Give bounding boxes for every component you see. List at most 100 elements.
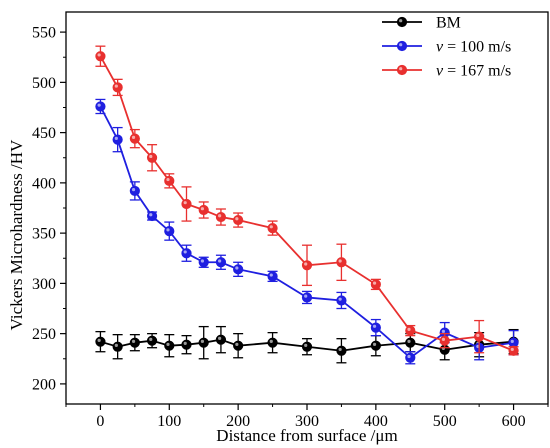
- data-point: [95, 101, 106, 112]
- point-highlight: [218, 259, 222, 263]
- data-point: [181, 339, 192, 350]
- data-point: [405, 352, 416, 363]
- series-1: [95, 98, 519, 365]
- legend-marker-highlight: [399, 19, 403, 23]
- point-highlight: [441, 337, 446, 341]
- point-highlight: [235, 342, 239, 347]
- point-highlight: [149, 337, 153, 341]
- y-tick-label: 250: [32, 326, 56, 343]
- point-highlight: [235, 266, 239, 270]
- data-point: [267, 271, 278, 282]
- point-highlight: [200, 207, 205, 211]
- data-point: [181, 248, 192, 259]
- legend-marker-highlight: [399, 67, 403, 71]
- data-point: [181, 198, 192, 210]
- x-tick-label: 0: [96, 413, 104, 430]
- x-tick-label: 100: [157, 413, 181, 430]
- data-point: [164, 226, 175, 237]
- data-point: [215, 257, 227, 268]
- y-tick-label: 400: [32, 175, 56, 192]
- data-point: [129, 337, 140, 348]
- data-point: [267, 223, 278, 234]
- chart-axes: 0 100 200 300 400 500 600 200 250 300 350 400 450 500…: [32, 11, 549, 430]
- point-highlight: [131, 339, 136, 343]
- point-highlight: [149, 154, 153, 159]
- x-tick-label: 600: [502, 413, 526, 430]
- series-line: [99, 55, 514, 352]
- point-highlight: [131, 188, 136, 192]
- point-highlight: [476, 333, 480, 337]
- data-point: [508, 345, 519, 356]
- point-highlight: [269, 273, 273, 277]
- point-highlight: [510, 347, 514, 352]
- point-highlight: [372, 281, 377, 285]
- legend-marker-highlight: [399, 43, 403, 47]
- point-highlight: [114, 136, 118, 140]
- data-point: [370, 279, 381, 290]
- point-highlight: [183, 250, 187, 254]
- data-point: [336, 345, 347, 356]
- data-point: [129, 185, 140, 197]
- point-highlight: [510, 339, 514, 343]
- data-point: [112, 341, 123, 352]
- point-highlight: [269, 225, 273, 229]
- y-tick-label: 350: [32, 226, 56, 243]
- point-highlight: [218, 214, 222, 218]
- x-tick-label: 300: [295, 413, 319, 430]
- y-tick-label: 500: [32, 75, 56, 92]
- data-point: [215, 334, 227, 345]
- data-point: [215, 211, 227, 223]
- data-point: [112, 134, 123, 145]
- data-point: [405, 337, 416, 348]
- data-point: [301, 292, 313, 303]
- legend-item-0: BM: [382, 15, 461, 32]
- point-highlight: [407, 339, 411, 343]
- data-point: [233, 214, 244, 226]
- legend-label: BM: [436, 15, 461, 32]
- series-2: [95, 45, 519, 356]
- data-point: [474, 331, 485, 342]
- legend-marker: [396, 64, 408, 76]
- data-point: [336, 257, 347, 268]
- point-highlight: [200, 259, 205, 263]
- data-point: [301, 341, 313, 352]
- point-highlight: [407, 354, 411, 359]
- point-highlight: [304, 294, 308, 298]
- point-highlight: [407, 327, 411, 331]
- data-point: [146, 210, 158, 222]
- data-point: [146, 152, 158, 163]
- data-point: [198, 257, 209, 268]
- x-tick-label: 500: [433, 413, 457, 430]
- data-point: [112, 82, 123, 93]
- data-point: [301, 260, 313, 271]
- data-point: [198, 337, 209, 348]
- point-highlight: [372, 342, 377, 347]
- data-point: [267, 337, 278, 348]
- point-highlight: [218, 336, 222, 340]
- point-highlight: [235, 217, 239, 221]
- point-highlight: [338, 347, 342, 352]
- point-highlight: [338, 259, 342, 263]
- legend: BM v = 100 m/s v = 167 m/s: [382, 15, 511, 80]
- point-highlight: [97, 103, 101, 107]
- data-point: [129, 133, 140, 144]
- series-line: [99, 106, 514, 359]
- point-highlight: [97, 53, 101, 57]
- data-point: [95, 336, 106, 347]
- legend-label: v = 100 m/s: [436, 39, 511, 56]
- point-highlight: [441, 329, 446, 333]
- series-0: [95, 325, 519, 364]
- point-highlight: [183, 341, 187, 345]
- point-highlight: [131, 135, 136, 139]
- point-highlight: [114, 84, 118, 88]
- data-point: [370, 322, 381, 333]
- legend-marker: [396, 40, 408, 52]
- point-highlight: [166, 342, 170, 347]
- point-highlight: [304, 343, 308, 348]
- point-highlight: [114, 343, 118, 348]
- data-point: [95, 51, 106, 62]
- chart-marks: [95, 45, 519, 365]
- point-highlight: [183, 201, 187, 205]
- y-tick-label: 550: [32, 25, 56, 42]
